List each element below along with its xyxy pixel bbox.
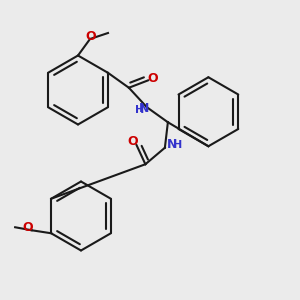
Text: O: O — [23, 221, 33, 234]
Text: N: N — [167, 138, 178, 151]
Text: H: H — [173, 140, 182, 150]
Text: N: N — [139, 102, 149, 115]
Text: H: H — [135, 105, 144, 115]
Text: O: O — [128, 135, 138, 148]
Text: O: O — [85, 30, 96, 43]
Text: O: O — [148, 72, 158, 85]
